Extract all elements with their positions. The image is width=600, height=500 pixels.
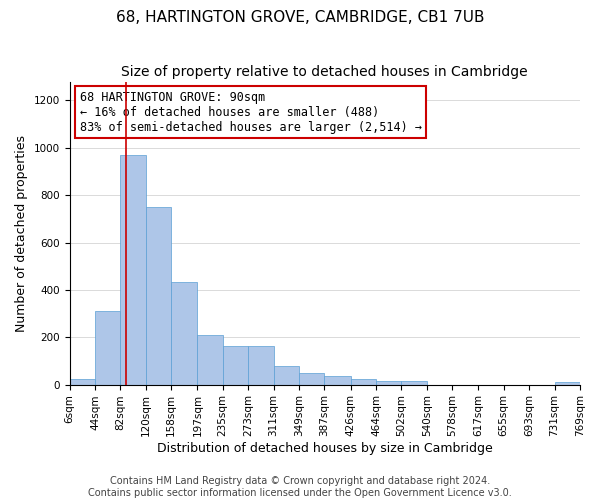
Text: 68, HARTINGTON GROVE, CAMBRIDGE, CB1 7UB: 68, HARTINGTON GROVE, CAMBRIDGE, CB1 7UB: [116, 10, 484, 25]
Bar: [248, 346, 274, 385]
Bar: [197, 335, 223, 384]
Text: 68 HARTINGTON GROVE: 90sqm
← 16% of detached houses are smaller (488)
83% of sem: 68 HARTINGTON GROVE: 90sqm ← 16% of deta…: [80, 90, 422, 134]
Bar: [146, 207, 171, 384]
Bar: [121, 155, 146, 384]
X-axis label: Distribution of detached houses by size in Cambridge: Distribution of detached houses by size …: [157, 442, 493, 455]
Title: Size of property relative to detached houses in Cambridge: Size of property relative to detached ho…: [121, 65, 528, 79]
Bar: [554, 382, 580, 384]
Text: Contains HM Land Registry data © Crown copyright and database right 2024.
Contai: Contains HM Land Registry data © Crown c…: [88, 476, 512, 498]
Bar: [350, 378, 376, 384]
Bar: [299, 373, 325, 384]
Bar: [70, 378, 95, 384]
Bar: [325, 376, 350, 384]
Bar: [95, 311, 121, 384]
Bar: [376, 381, 401, 384]
Y-axis label: Number of detached properties: Number of detached properties: [15, 134, 28, 332]
Bar: [401, 381, 427, 384]
Bar: [274, 366, 299, 384]
Bar: [171, 282, 197, 385]
Bar: [223, 346, 248, 385]
